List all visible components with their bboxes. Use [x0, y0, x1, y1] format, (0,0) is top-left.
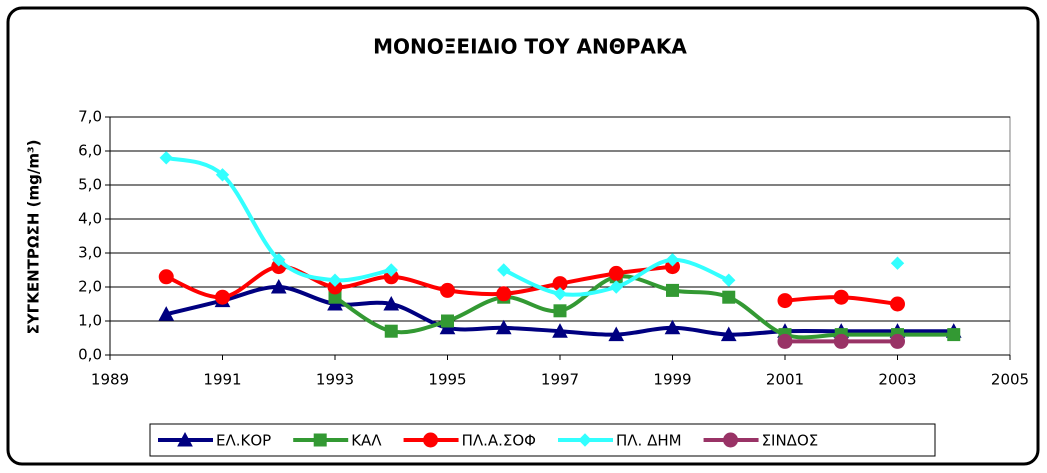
y-tick-label: 7,0 — [78, 108, 102, 126]
x-tick-label: 1993 — [316, 371, 354, 389]
marker — [947, 328, 961, 342]
legend-label: ΕΛ.ΚΟΡ — [216, 432, 271, 450]
marker — [496, 286, 512, 302]
y-tick-label: 1,0 — [78, 312, 102, 330]
marker — [833, 289, 849, 305]
marker — [441, 314, 454, 328]
legend-label: ΣΙΝΔΟΣ — [762, 432, 819, 450]
plot-area — [109, 116, 1011, 356]
marker — [722, 290, 736, 304]
marker — [833, 333, 849, 349]
x-tick-label: 2001 — [766, 371, 804, 389]
marker — [272, 253, 286, 267]
marker — [552, 323, 568, 338]
marker — [890, 256, 905, 270]
marker — [177, 431, 193, 447]
x-tick-label: 1995 — [428, 371, 466, 389]
marker — [578, 433, 592, 447]
marker — [495, 319, 512, 335]
marker — [384, 263, 398, 277]
marker — [664, 319, 681, 335]
marker — [497, 263, 511, 277]
series-line — [165, 264, 673, 300]
marker — [890, 296, 905, 312]
marker — [722, 273, 736, 287]
y-tick-label: 6,0 — [78, 142, 102, 160]
marker — [270, 278, 287, 294]
marker — [777, 333, 793, 349]
marker — [158, 269, 174, 285]
marker — [328, 273, 342, 287]
marker — [159, 151, 173, 165]
y-axis-label: ΣΥΓΚΕΝΤΡΩΣΗ (mg/m³) — [25, 140, 43, 335]
marker — [215, 168, 230, 182]
marker — [553, 287, 567, 301]
marker — [666, 283, 679, 297]
marker — [383, 295, 400, 311]
legend-label: ΚΑΛ — [351, 432, 382, 450]
y-tick-label: 5,0 — [78, 176, 102, 194]
legend-label: ΠΛ.Α.ΣΟΦ — [462, 432, 536, 450]
x-tick-label: 1999 — [653, 371, 691, 389]
x-tick-label: 2003 — [878, 371, 916, 389]
marker — [609, 280, 623, 294]
marker — [665, 253, 680, 267]
marker — [608, 265, 624, 281]
x-tick-label: 1989 — [91, 371, 129, 389]
legend-label: ΠΛ. ΔΗΜ — [616, 432, 682, 450]
y-tick-label: 4,0 — [78, 210, 102, 228]
marker — [423, 432, 439, 448]
y-tick-label: 0,0 — [78, 346, 102, 364]
x-tick-label: 1997 — [541, 371, 579, 389]
marker — [158, 306, 175, 321]
x-tick-label: 2005 — [991, 371, 1029, 389]
marker — [553, 304, 567, 318]
marker — [723, 432, 739, 448]
marker — [720, 326, 737, 342]
x-tick-label: 1991 — [203, 371, 241, 389]
legend — [149, 423, 936, 457]
marker — [215, 289, 230, 305]
marker — [777, 293, 793, 309]
marker — [608, 326, 625, 342]
marker — [313, 433, 327, 447]
marker — [384, 324, 398, 338]
y-tick-label: 3,0 — [78, 244, 102, 262]
marker — [440, 282, 455, 298]
chart-title: ΜΟΝΟΞΕΙΔΙΟ ΤΟΥ ΑΝΘΡΑΚΑ — [373, 35, 687, 59]
y-tick-label: 2,0 — [78, 278, 102, 296]
marker — [890, 333, 905, 349]
